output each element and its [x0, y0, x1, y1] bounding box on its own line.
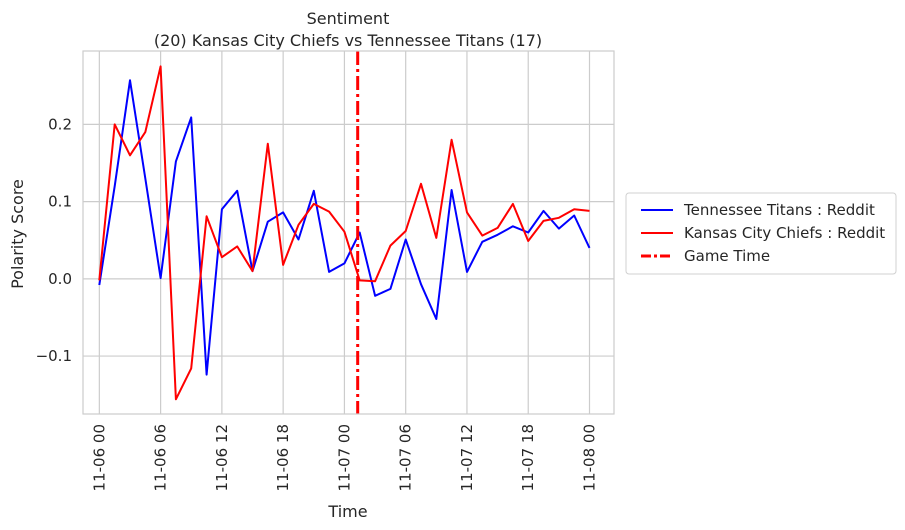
x-tick-label: 11-07 12	[458, 424, 476, 491]
y-tick-label: −0.1	[36, 347, 72, 365]
y-axis-label: Polarity Score	[8, 179, 27, 289]
legend-label-game-time: Game Time	[684, 247, 770, 265]
y-tick-label: 0.2	[48, 115, 72, 133]
x-tick-label: 11-06 06	[152, 424, 170, 491]
y-tick-labels: −0.1 0.0 0.1 0.2	[36, 115, 72, 365]
x-tick-label: 11-07 18	[519, 424, 537, 491]
x-tick-label: 11-08 00	[580, 424, 598, 491]
series-line-1	[98, 65, 590, 401]
y-tick-label: 0.0	[48, 270, 72, 288]
legend-box	[625, 192, 897, 275]
legend: Tennessee Titans : Reddit Kansas City Ch…	[625, 192, 897, 275]
plot-frame	[82, 50, 615, 415]
legend-label-titans: Tennessee Titans : Reddit	[683, 201, 875, 219]
x-axis-label: Time	[327, 502, 367, 521]
chart-subtitle: (20) Kansas City Chiefs vs Tennessee Tit…	[154, 31, 542, 50]
x-tick-labels: 11-06 00 11-06 06 11-06 12 11-06 18 11-07 00…	[90, 424, 598, 491]
series-lines	[98, 65, 591, 401]
x-tick-label: 11-06 18	[274, 424, 292, 491]
x-tick-label: 11-07 00	[335, 424, 353, 491]
x-tick-label: 11-06 00	[90, 424, 108, 491]
legend-label-chiefs: Kansas City Chiefs : Reddit	[684, 224, 885, 242]
y-tick-label: 0.1	[48, 193, 72, 211]
series-line-0	[98, 79, 591, 376]
x-tick-label: 11-06 12	[213, 424, 231, 491]
chart-title: Sentiment	[307, 9, 390, 28]
x-tick-label: 11-07 06	[397, 424, 415, 491]
